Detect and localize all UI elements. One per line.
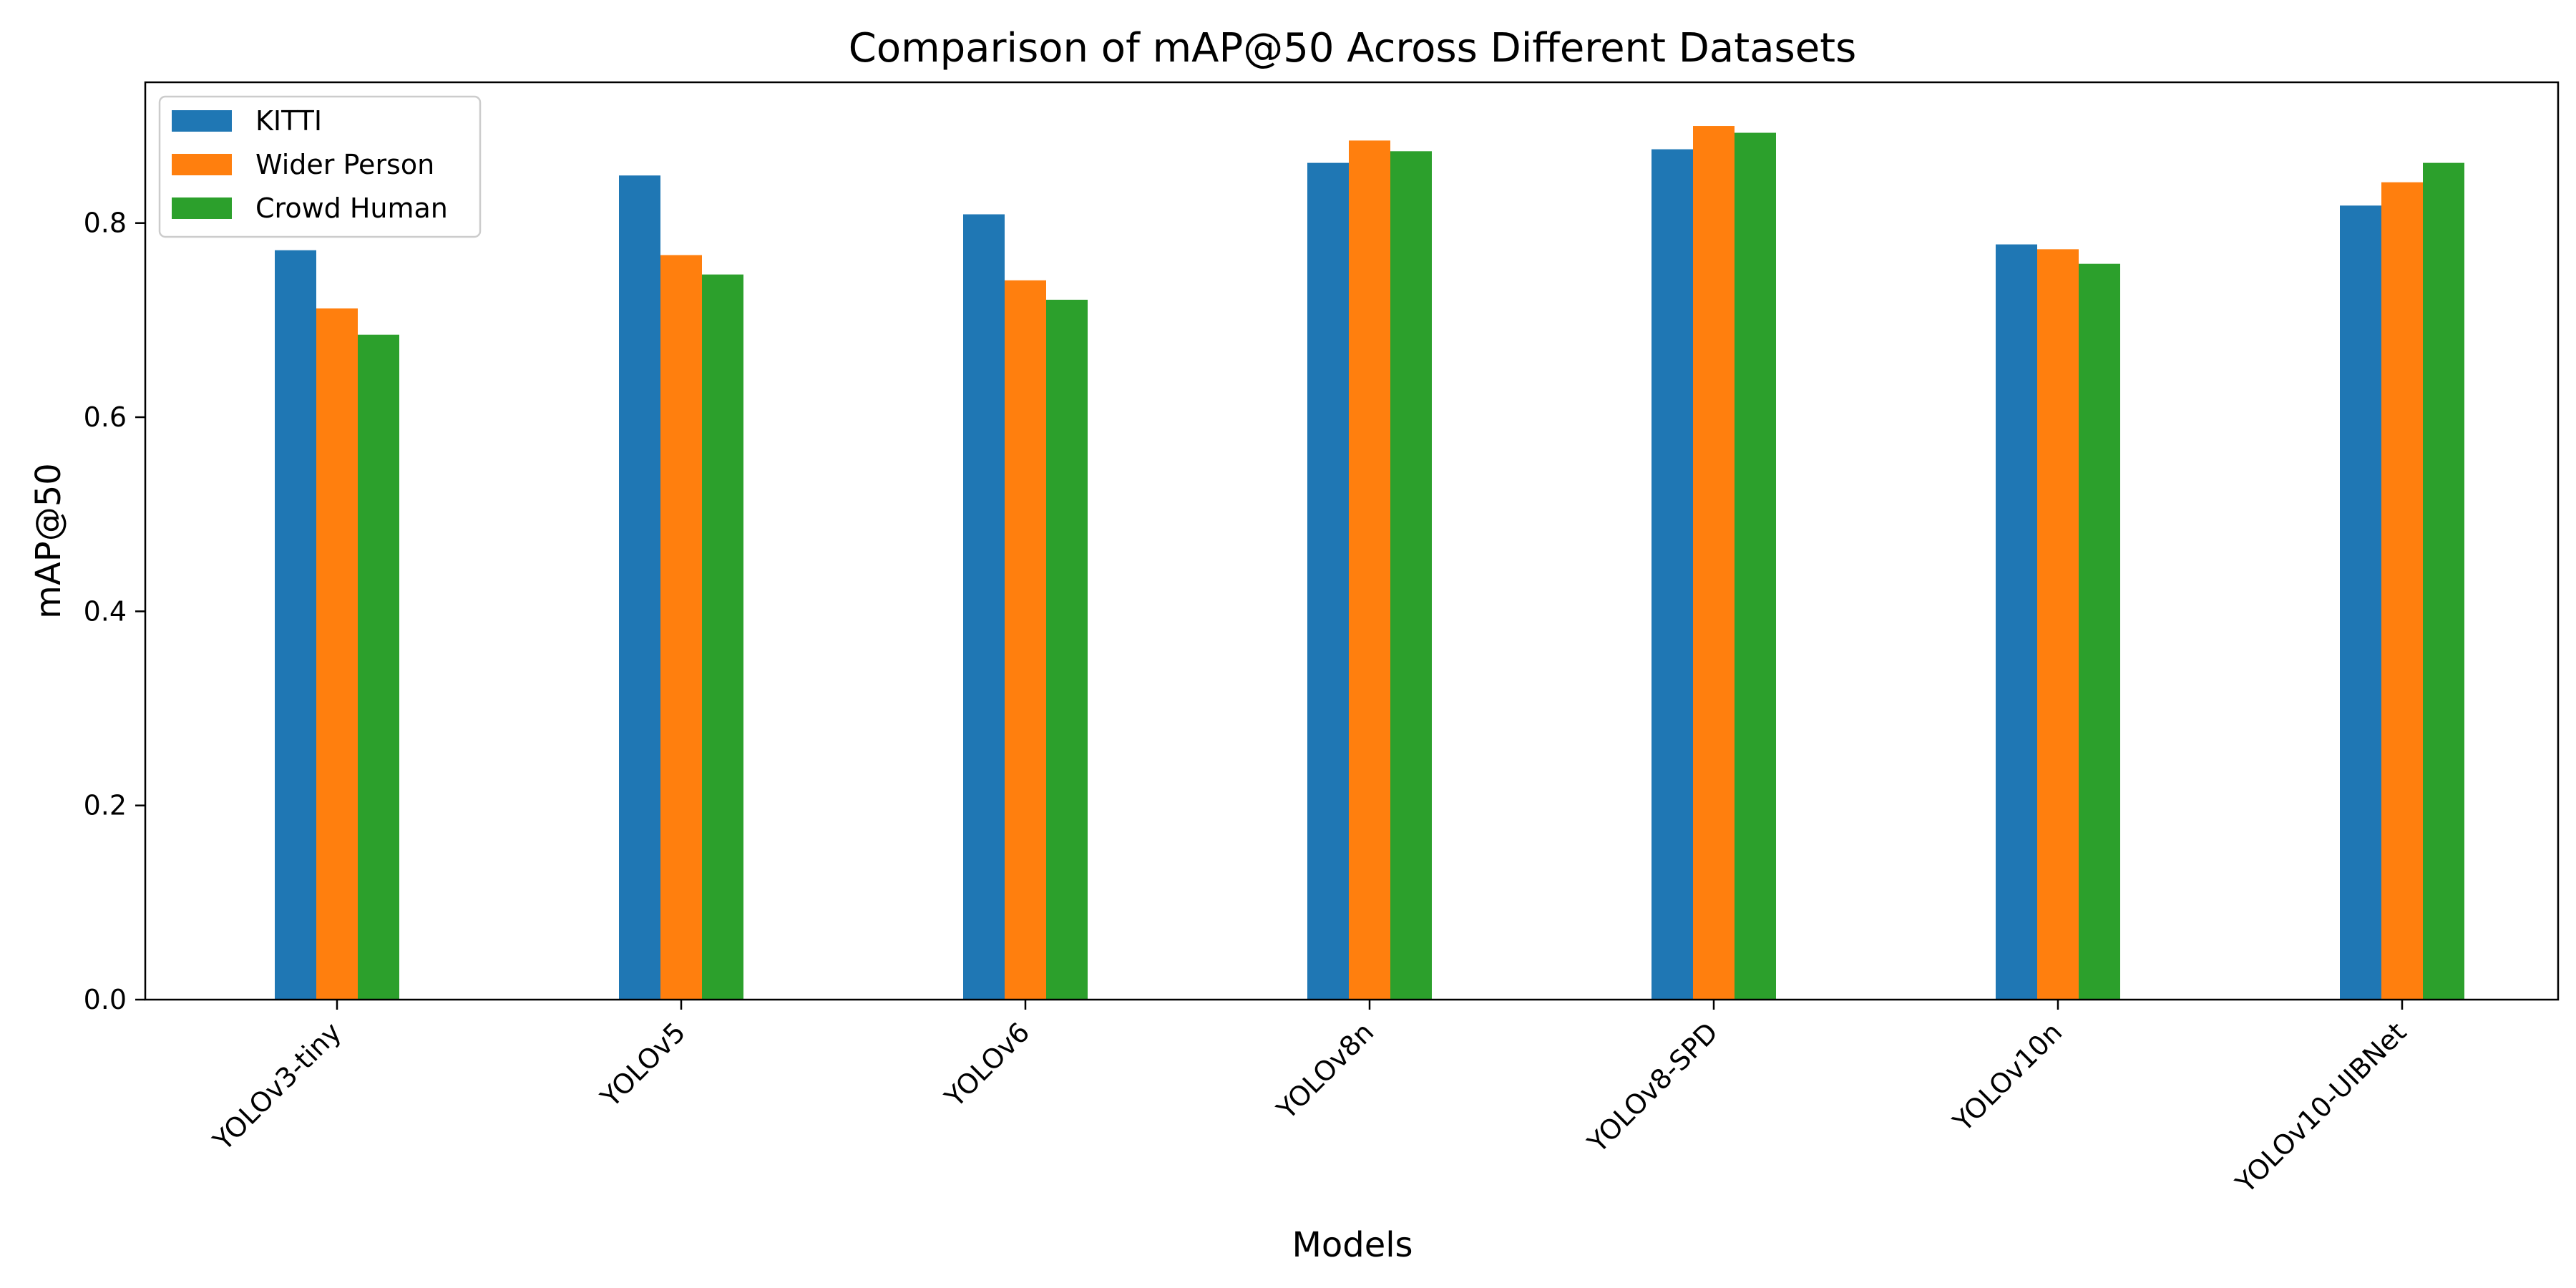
bar-kitti-5 (1996, 244, 2037, 1000)
y-tick-label: 0.6 (84, 401, 127, 433)
legend-label: KITTI (255, 105, 322, 137)
legend-swatch (172, 197, 232, 219)
bar-crowd-human-3 (1390, 151, 1432, 1000)
bar-wider-person-3 (1349, 140, 1390, 1000)
y-tick-label: 0.4 (84, 595, 127, 627)
y-axis-title: mAP@50 (29, 463, 69, 619)
legend-box (158, 95, 482, 238)
x-axis-title: Models (1292, 1225, 1413, 1265)
bar-wider-person-6 (2381, 182, 2423, 1000)
y-tick-label: 0.2 (84, 790, 127, 821)
legend-swatch (172, 154, 232, 175)
bar-crowd-human-1 (702, 274, 743, 1000)
bars-layer (275, 126, 2464, 1000)
bar-kitti-1 (619, 175, 660, 1000)
bar-wider-person-5 (2037, 249, 2079, 1000)
bar-wider-person-4 (1693, 126, 1735, 1000)
y-axis: 0.0 0.2 0.4 0.6 0.8 (84, 208, 145, 1015)
bar-crowd-human-5 (2079, 263, 2120, 1000)
x-axis: YOLOv3-tiny YOLOv5 YOLOv6 YOLOv8n YOLOv8-SPD… (207, 1000, 2412, 1199)
bar-wider-person-2 (1005, 280, 1046, 1000)
y-tick-label: 0.0 (84, 984, 127, 1015)
x-tick-label: YOLOv10n (1946, 1016, 2068, 1138)
y-tick-label: 0.8 (84, 208, 127, 239)
legend-swatch (172, 110, 232, 132)
bar-crowd-human-4 (1735, 132, 1776, 1000)
legend-label: Wider Person (255, 149, 434, 180)
bar-crowd-human-0 (358, 334, 399, 1000)
bar-wider-person-0 (316, 308, 358, 1000)
bar-crowd-human-2 (1046, 299, 1088, 1000)
bar-kitti-3 (1307, 162, 1349, 1000)
bar-kitti-6 (2340, 205, 2381, 1000)
x-tick-label: YOLOv6 (938, 1016, 1035, 1113)
x-tick-label: YOLOv5 (594, 1016, 691, 1113)
x-tick-label: YOLOv3-tiny (207, 1016, 348, 1157)
bar-kitti-2 (963, 214, 1005, 1000)
bar-kitti-0 (275, 250, 316, 1000)
x-tick-label: YOLOv10-UIBNet (2229, 1016, 2412, 1199)
bar-wider-person-1 (660, 255, 702, 1000)
x-tick-label: YOLOv8-SPD (1581, 1016, 1724, 1159)
bar-kitti-4 (1652, 149, 1693, 1000)
bar-crowd-human-6 (2423, 162, 2464, 1000)
legend-label: Crowd Human (255, 192, 448, 224)
chart-title: Comparison of mAP@50 Across Different Da… (849, 25, 1857, 72)
x-tick-label: YOLOv8n (1270, 1016, 1380, 1126)
plot-frame (144, 81, 2560, 1001)
legend: KITTI Wider Person Crowd Human (158, 95, 482, 238)
